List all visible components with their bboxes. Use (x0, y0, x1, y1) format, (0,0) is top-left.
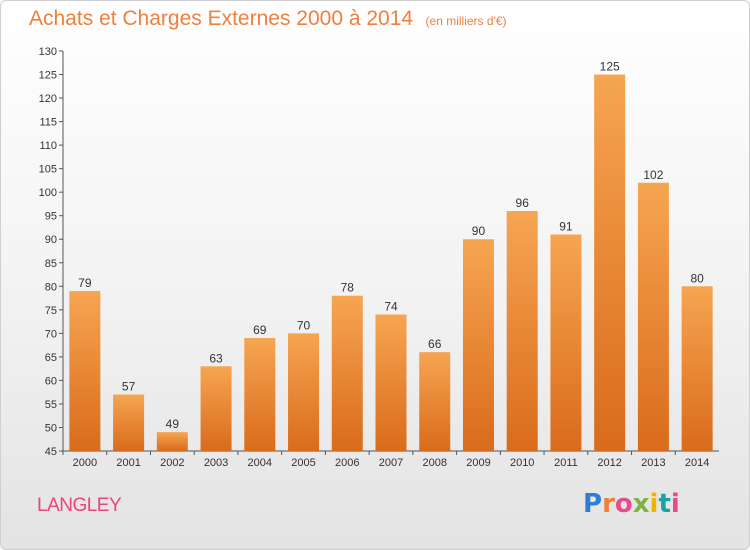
logo-letter: i (670, 489, 680, 519)
logo-letter: o (614, 489, 633, 519)
data-label-2006: 78 (341, 281, 355, 295)
data-label-2012: 125 (600, 60, 620, 74)
bar-2013 (637, 182, 669, 451)
data-label-2004: 69 (253, 323, 267, 337)
y-tick-label: 60 (45, 375, 57, 387)
y-tick-label: 55 (45, 399, 57, 411)
x-tick-label-2004: 2004 (248, 457, 272, 469)
x-tick-label-2007: 2007 (379, 457, 403, 469)
bar-2009 (462, 239, 494, 451)
x-tick-label-2006: 2006 (335, 457, 359, 469)
chart-title: Achats et Charges Externes 2000 à 2014 (29, 7, 414, 30)
bar-2004 (244, 338, 276, 451)
y-tick-label: 90 (45, 234, 57, 246)
y-tick-label: 65 (45, 352, 57, 364)
y-tick-label: 110 (39, 140, 57, 152)
bar-2011 (550, 234, 582, 451)
bar-2003 (200, 366, 232, 451)
y-tick-label: 100 (39, 187, 57, 199)
logo-letter: r (602, 489, 615, 519)
data-label-2001: 57 (122, 380, 136, 394)
x-tick-label-2002: 2002 (160, 457, 184, 469)
x-tick-label-2014: 2014 (685, 457, 709, 469)
data-label-2008: 66 (428, 337, 442, 351)
bar-2007 (375, 314, 407, 451)
x-tick-label-2012: 2012 (597, 457, 621, 469)
x-tick-label-2011: 2011 (554, 457, 578, 469)
y-tick-label: 105 (39, 164, 57, 176)
bar-2001 (113, 394, 145, 451)
bar-2000 (69, 291, 101, 451)
bar-2002 (156, 432, 188, 451)
title-row: Achats et Charges Externes 2000 à 2014 (… (29, 7, 507, 31)
x-tick-label-2010: 2010 (510, 457, 534, 469)
data-label-2000: 79 (78, 276, 92, 290)
chart-subtitle: (en milliers d'€) (425, 14, 507, 28)
y-tick-label: 50 (45, 422, 57, 434)
y-tick-label: 70 (45, 328, 57, 340)
bar-2010 (506, 211, 538, 451)
data-label-2007: 74 (384, 300, 398, 314)
bar-2008 (419, 352, 451, 451)
logo-letter: i (649, 489, 659, 519)
data-label-2005: 70 (297, 318, 311, 332)
x-tick-label-2001: 2001 (116, 457, 140, 469)
x-tick-label-2003: 2003 (204, 457, 228, 469)
data-label-2013: 102 (643, 168, 663, 182)
bar-2012 (594, 74, 626, 451)
y-tick-label: 120 (39, 93, 57, 105)
y-tick-label: 115 (39, 117, 57, 129)
data-label-2009: 90 (472, 224, 486, 238)
y-tick-label: 75 (45, 305, 57, 317)
bar-2014 (681, 286, 713, 451)
logo-letter: P (583, 489, 603, 519)
y-tick-label: 95 (45, 211, 57, 223)
data-label-2014: 80 (690, 271, 704, 285)
x-tick-label-2008: 2008 (422, 457, 446, 469)
y-tick-label: 45 (45, 446, 57, 458)
data-label-2011: 91 (559, 220, 573, 234)
data-label-2003: 63 (209, 351, 223, 365)
x-tick-label-2009: 2009 (466, 457, 490, 469)
x-tick-label-2005: 2005 (291, 457, 315, 469)
data-label-2002: 49 (166, 417, 180, 431)
y-tick-label: 85 (45, 258, 57, 270)
x-tick-label-2000: 2000 (73, 457, 97, 469)
bar-2006 (331, 295, 363, 451)
logo-letter: t (658, 489, 671, 519)
x-tick-label-2013: 2013 (641, 457, 665, 469)
proxiti-logo: Proxiti (583, 489, 680, 519)
y-tick-label: 130 (39, 46, 57, 58)
data-label-2010: 96 (516, 196, 530, 210)
y-tick-label: 80 (45, 281, 57, 293)
y-tick-label: 125 (39, 70, 57, 82)
commune-name: LANGLEY (37, 495, 122, 516)
logo-letter: x (632, 489, 650, 519)
bar-2005 (288, 333, 320, 451)
